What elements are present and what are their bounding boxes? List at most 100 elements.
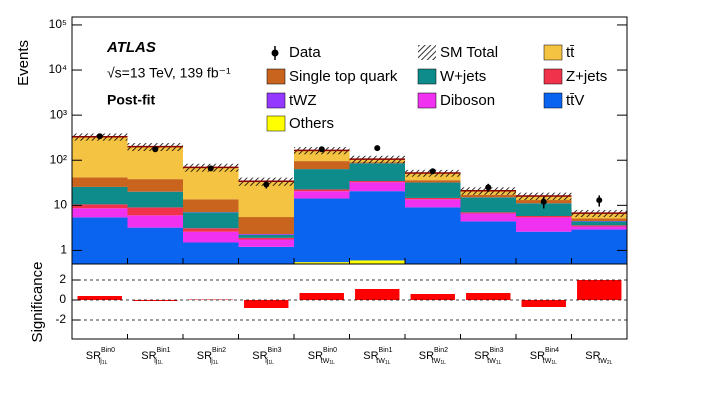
category-sup: Bin0 [323, 347, 337, 354]
stack-segment [349, 163, 405, 182]
stack-segment [460, 213, 516, 222]
x-tick-label: SRBin0 tW1L [308, 347, 337, 366]
stack-segment [405, 180, 461, 183]
category-base: SR [530, 350, 545, 362]
data-point [263, 181, 270, 188]
stack-segment [72, 186, 128, 205]
data-point [318, 146, 325, 153]
x-tick-label: SRBin1 lj1L [141, 347, 170, 366]
category-base: SR [308, 350, 323, 362]
legend-label: W+jets [440, 68, 486, 85]
category-sub: tW [432, 358, 441, 365]
data-point [429, 168, 436, 175]
y-tick-label: -2 [55, 312, 66, 326]
category-base: SR [474, 350, 489, 362]
stack-segment [72, 217, 128, 264]
x-tick-label: SRBin4 tW1L [530, 347, 559, 366]
data-point [152, 146, 159, 153]
fit-label: Post-fit [107, 92, 156, 108]
stack-segment [405, 207, 461, 264]
category-subsub: 1L [440, 360, 446, 366]
category-base: SR [363, 350, 378, 362]
significance-bar [466, 293, 511, 300]
data-point [596, 197, 603, 204]
category-sub: lj [99, 358, 103, 365]
data-point [96, 133, 103, 140]
legend-swatch [543, 92, 563, 109]
legend-label: Z+jets [566, 68, 607, 85]
legend-label: tt̄ [566, 44, 575, 61]
x-tick-label: SRtW2L [585, 350, 612, 366]
y-tick-label: 10⁴ [48, 62, 67, 76]
stack-segment [516, 217, 572, 232]
category-sub: tW [543, 358, 552, 365]
category-sup: Bin1 [379, 347, 393, 354]
legend-swatch [418, 45, 436, 60]
category-sup: Bin1 [157, 347, 171, 354]
y-tick-label: 10² [50, 152, 67, 166]
y-axis-label: Events [15, 40, 32, 86]
stack-segment [127, 179, 183, 192]
category-sub: tW [598, 358, 607, 365]
legend-label: Diboson [440, 92, 495, 109]
category-base: SR [419, 350, 434, 362]
x-tick-label: SRBin1 tW1L [363, 347, 392, 366]
legend-label: Data [289, 44, 321, 61]
x-tick-label: SRBin0 lj1L [86, 347, 115, 366]
stack-segment [127, 215, 183, 228]
category-subsub: 1L [329, 360, 335, 366]
stack-segment [72, 177, 128, 187]
stack-segment [183, 242, 239, 264]
legend-label: tWZ [289, 92, 317, 109]
y-tick-label: 1 [60, 243, 67, 257]
legend-label: SM Total [440, 44, 498, 61]
energy-label: √s=13 TeV, 139 fb⁻¹ [107, 65, 231, 81]
x-tick-label: SRBin2 lj1L [197, 347, 226, 366]
legend-swatch [543, 68, 563, 85]
legend-label: Others [289, 115, 334, 132]
significance-bar [410, 294, 455, 300]
category-base: SR [86, 350, 101, 362]
y-tick-label: 10 [54, 197, 68, 211]
stack-segment [294, 189, 350, 192]
stack-segment [349, 260, 405, 264]
stack-segment [349, 181, 405, 183]
y-tick-label: 10⁵ [49, 17, 67, 31]
stack-segment [183, 212, 239, 229]
legend-marker [271, 49, 279, 57]
category-sup: Bin2 [212, 347, 226, 354]
data-point [485, 184, 492, 191]
x-tick-label: SRBin3 lj1L [252, 347, 281, 366]
stack-segment [238, 234, 294, 238]
significance-bar [299, 293, 344, 300]
category-subsub: 1L [385, 360, 391, 366]
stack-segment [294, 150, 350, 162]
category-sub: lj [265, 358, 269, 365]
significance-bar [244, 300, 289, 308]
stack-segment [571, 218, 627, 221]
category-subsub: 1L [551, 360, 557, 366]
stack-segment [294, 198, 350, 263]
legend-label: Single top quark [289, 68, 398, 85]
stack-segment [183, 231, 239, 243]
stack-segment [349, 191, 405, 261]
significance-bar [355, 289, 400, 300]
experiment-label: ATLAS [106, 39, 156, 56]
significance-bar [133, 300, 178, 301]
stack-segment [571, 221, 627, 226]
stack-segment [238, 237, 294, 240]
stack-segment [238, 246, 294, 264]
category-subsub: 2L [607, 360, 613, 366]
stack-segment [127, 191, 183, 208]
data-point [540, 198, 547, 205]
category-subsub: 1L [496, 360, 502, 366]
stack-segment [571, 229, 627, 264]
y-tick-label: 10³ [50, 107, 67, 121]
category-subsub: 1L [268, 360, 274, 366]
stack-segment [72, 208, 128, 218]
stack-segment [294, 161, 350, 170]
category-sub: tW [321, 358, 330, 365]
stack-segment [516, 215, 572, 218]
stack-segment [349, 182, 405, 192]
significance-bar [77, 296, 122, 300]
